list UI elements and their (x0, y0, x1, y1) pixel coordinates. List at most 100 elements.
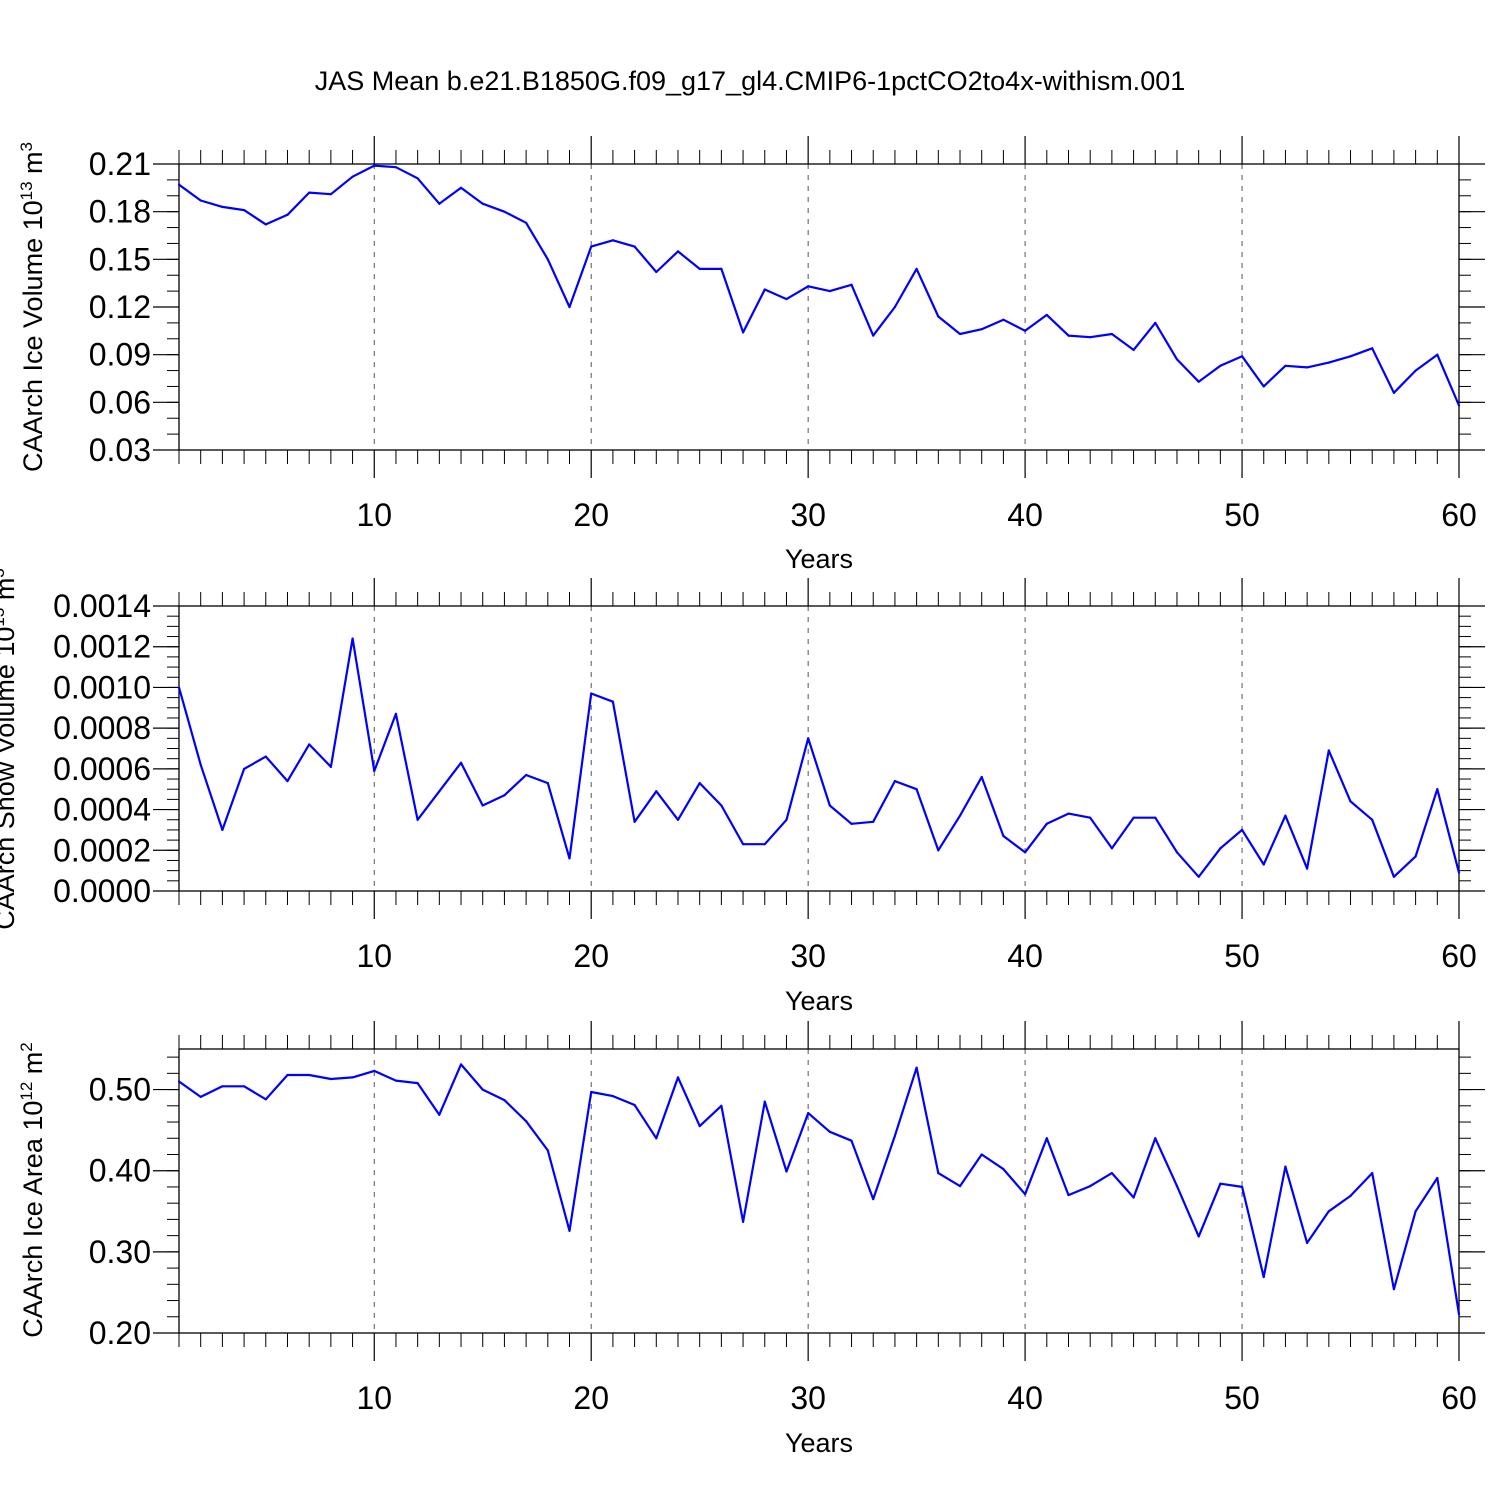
panel-ice-area-data-point (286, 1073, 289, 1077)
panel-snow-volume-data-point (850, 822, 853, 825)
panel-ice-area-data-point (199, 1095, 202, 1098)
panel-snow-volume-data-point (937, 849, 940, 852)
panel-snow-volume-y-tick-label: 0.0010 (53, 669, 151, 705)
panel-ice-area-data-point (872, 1198, 875, 1201)
panel-ice-volume-data-point (1045, 313, 1048, 317)
panel-snow-volume-data-point (438, 790, 441, 793)
panel-snow-volume-data-point (980, 775, 983, 779)
panel-ice-area-data-point (394, 1079, 398, 1082)
panel-ice-volume-xlabel: Years (785, 544, 853, 574)
panel-snow-volume-data-point (590, 692, 593, 695)
panel-ice-volume-data-point (394, 166, 398, 169)
panel-ice-volume-data-point (286, 213, 289, 216)
panel-ice-area-data-point (1371, 1172, 1374, 1175)
chart-title: JAS Mean b.e21.B1850G.f09_g17_gl4.CMIP6-… (315, 66, 1186, 96)
panel-ice-area-data-point (1175, 1185, 1179, 1188)
panel-snow-volume-data-point (1414, 855, 1417, 858)
panel-ice-area-data-point (590, 1090, 593, 1094)
panel-snow-volume-data-point (1110, 847, 1113, 850)
panel-ice-volume-data-point (915, 267, 918, 270)
panel-ice-area-data-point (828, 1130, 831, 1133)
panel-snow-volume-data-point (958, 814, 962, 817)
panel-snow-volume-data-point (807, 737, 810, 740)
panel-ice-area-y-tick-label: 0.20 (89, 1315, 151, 1351)
panel-ice-area-data-point (1436, 1176, 1439, 1180)
panel-ice-volume-data-point (308, 191, 311, 194)
panel-ice-volume-data-point (1197, 380, 1200, 383)
panel-ice-volume-data-point (958, 332, 962, 336)
panel-snow-volume-ylabel-text: CAArch Snow Volume 10 (0, 627, 20, 930)
panel-ice-volume-data-point (720, 267, 723, 270)
panel-ice-area-data-point (416, 1081, 419, 1085)
panel-snow-volume-data-point (525, 773, 528, 777)
panel-snow-volume-data-point (720, 804, 723, 807)
panel-ice-area-data-point (1392, 1288, 1396, 1291)
panel-ice-volume-ylabel-mid: m (18, 151, 48, 181)
panel-ice-volume-data-point (1089, 336, 1092, 339)
panel-ice-volume-data-point (590, 245, 593, 248)
panel-ice-volume-data-point (1067, 334, 1070, 337)
panel-ice-area-data-point (546, 1149, 549, 1152)
panel-ice-area-data-point (1327, 1210, 1330, 1213)
panel-ice-area-data-point (264, 1098, 267, 1101)
panel-snow-volume-data-point (329, 765, 332, 768)
panel-ice-volume-data-point (1219, 364, 1222, 367)
panel-ice-area-data-point (655, 1137, 658, 1140)
panel-ice-volume-data-point (1392, 391, 1396, 394)
panel-ice-volume-x-tick-label: 10 (356, 497, 392, 533)
panel-snow-volume-y-tick-label: 0.0004 (53, 792, 151, 828)
panel-snow-volume-data-point (286, 779, 289, 783)
panel-ice-volume-ylabel-sup1: 13 (17, 181, 36, 200)
panel-snow-volume-data-point (264, 755, 267, 758)
panel-ice-area-data-point (568, 1229, 571, 1232)
panel-ice-area-data-point (525, 1120, 528, 1123)
panel-ice-volume-x-tick-label: 60 (1441, 497, 1477, 533)
panel-ice-area-data-point (177, 1080, 181, 1083)
panel-ice-area-data-point (850, 1139, 853, 1142)
panel-snow-volume-y-tick-label: 0.0012 (53, 629, 151, 665)
panel-ice-area-data-point (1414, 1210, 1417, 1213)
panel-ice-area-data-point (1284, 1165, 1287, 1168)
panel-snow-volume-x-tick-label: 10 (356, 938, 392, 974)
panel-ice-volume-data-point (763, 288, 766, 291)
panel-ice-volume-ylabel-sup2: 3 (17, 142, 36, 151)
panel-snow-volume-ylabel: CAArch Snow Volume 1013 m3 (0, 568, 20, 930)
panel-ice-volume-data-point (1002, 318, 1005, 321)
panel-snow-volume-data-point (1002, 834, 1005, 838)
panel-ice-area-data-point (1349, 1194, 1352, 1197)
panel-snow-volume-data-point (221, 828, 224, 832)
panel-snow-volume-ylabel-mid: m (0, 578, 20, 608)
panel-snow-volume-x-tick-label: 40 (1007, 938, 1043, 974)
panel-ice-volume-data-point (1175, 358, 1179, 361)
panel-ice-area-data-point (893, 1134, 897, 1137)
panel-ice-volume-data-point (872, 334, 875, 337)
panel-ice-area-data-point (1110, 1172, 1113, 1175)
panel-snow-volume-data-point (611, 700, 614, 703)
panel-ice-area-x-tick-label: 20 (573, 1380, 609, 1416)
panel-snow-volume-data-point (741, 843, 745, 846)
panel-snow-volume-y-tick-label: 0.0008 (53, 710, 151, 746)
panel-ice-volume-ylabel-text: CAArch Ice Volume 10 (18, 200, 48, 472)
panel-ice-volume-frame (178, 163, 1460, 451)
panel-snow-volume-x-tick-label: 30 (790, 938, 826, 974)
panel-snow-volume-data-point (1197, 875, 1200, 878)
panel-snow-volume-data-point (1349, 800, 1352, 803)
panel-ice-area-data-point (503, 1099, 506, 1102)
panel-ice-volume-x-tick-label: 30 (790, 497, 826, 533)
panel-ice-volume-data-point (1349, 355, 1352, 358)
panel-ice-volume-data-point (1154, 321, 1157, 324)
panel-ice-volume-data-point (698, 267, 701, 270)
panel-ice-area-data-point (676, 1076, 680, 1079)
panel-ice-area-data-point (958, 1185, 962, 1188)
panel-snow-volume-data-point (1392, 875, 1396, 878)
panel-ice-volume-y-tick-label: 0.09 (89, 337, 151, 373)
panel-snow-volume-data-point (394, 712, 398, 715)
panel-snow-volume-data-point (698, 782, 701, 785)
panel-ice-volume-series-line (178, 164, 1461, 406)
panel-ice-volume-y-tick-label: 0.18 (89, 194, 151, 230)
panel-ice-area-data-point (481, 1088, 484, 1091)
panel-snow-volume-x-tick-label: 60 (1441, 938, 1477, 974)
panel-ice-volume-data-point (1414, 369, 1417, 372)
panel-ice-volume-data-point (568, 305, 571, 309)
